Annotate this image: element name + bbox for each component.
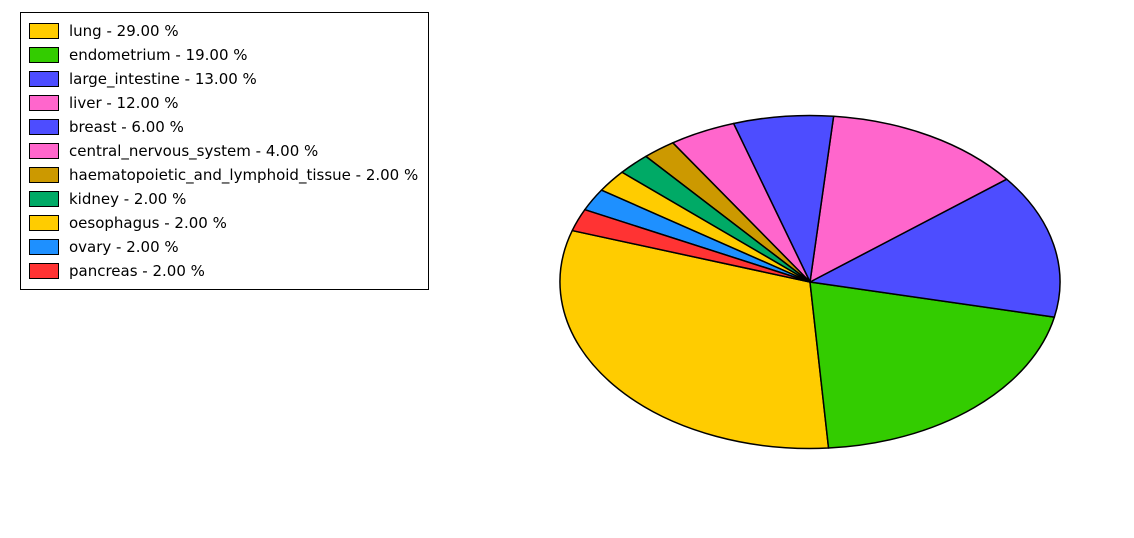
legend-label: ovary - 2.00 % <box>69 238 179 256</box>
legend-label: central_nervous_system - 4.00 % <box>69 142 318 160</box>
legend-swatch <box>29 119 59 135</box>
legend-swatch <box>29 239 59 255</box>
legend-item: endometrium - 19.00 % <box>29 43 418 67</box>
pie-chart: lungendometriumlarge_intestineliverbreas… <box>555 112 1065 452</box>
legend-label: liver - 12.00 % <box>69 94 179 112</box>
legend-swatch <box>29 263 59 279</box>
legend-item: ovary - 2.00 % <box>29 235 418 259</box>
pie-svg: lungendometriumlarge_intestineliverbreas… <box>555 112 1065 452</box>
chart-container: lung - 29.00 % endometrium - 19.00 % large… <box>0 0 1134 538</box>
legend-label: haematopoietic_and_lymphoid_tissue - 2.0… <box>69 166 418 184</box>
legend-label: oesophagus - 2.00 % <box>69 214 227 232</box>
legend-item: oesophagus - 2.00 % <box>29 211 418 235</box>
legend-swatch <box>29 23 59 39</box>
legend-item: lung - 29.00 % <box>29 19 418 43</box>
legend-item: large_intestine - 13.00 % <box>29 67 418 91</box>
legend-swatch <box>29 167 59 183</box>
legend-item: breast - 6.00 % <box>29 115 418 139</box>
legend-label: breast - 6.00 % <box>69 118 184 136</box>
legend-label: large_intestine - 13.00 % <box>69 70 257 88</box>
legend-box: lung - 29.00 % endometrium - 19.00 % large… <box>20 12 429 290</box>
legend-swatch <box>29 215 59 231</box>
legend-swatch <box>29 143 59 159</box>
legend-label: kidney - 2.00 % <box>69 190 186 208</box>
legend-label: lung - 29.00 % <box>69 22 179 40</box>
legend-swatch <box>29 95 59 111</box>
legend-item: pancreas - 2.00 % <box>29 259 418 283</box>
legend-swatch <box>29 71 59 87</box>
legend-swatch <box>29 191 59 207</box>
legend-item: liver - 12.00 % <box>29 91 418 115</box>
legend-label: endometrium - 19.00 % <box>69 46 248 64</box>
legend-item: haematopoietic_and_lymphoid_tissue - 2.0… <box>29 163 418 187</box>
legend-item: central_nervous_system - 4.00 % <box>29 139 418 163</box>
legend-swatch <box>29 47 59 63</box>
legend-item: kidney - 2.00 % <box>29 187 418 211</box>
legend-label: pancreas - 2.00 % <box>69 262 205 280</box>
